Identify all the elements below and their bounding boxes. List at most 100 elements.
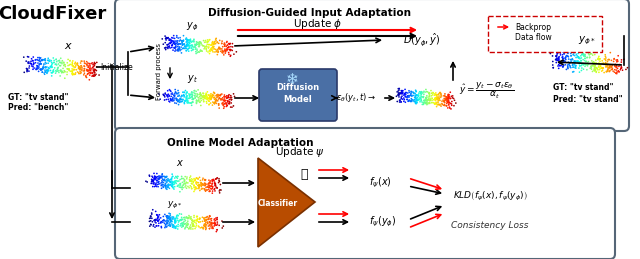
Point: [551, 57, 561, 62]
Point: [214, 223, 224, 227]
Point: [92, 68, 102, 73]
Point: [601, 65, 611, 69]
Point: [32, 63, 42, 68]
Point: [88, 67, 98, 71]
Point: [408, 91, 419, 95]
Point: [406, 98, 417, 103]
Point: [166, 176, 177, 180]
Point: [205, 179, 216, 183]
Point: [195, 183, 205, 187]
Point: [221, 96, 232, 100]
Point: [200, 224, 211, 228]
Point: [53, 65, 63, 69]
Point: [146, 181, 156, 185]
Point: [171, 45, 181, 49]
Point: [158, 185, 168, 189]
Point: [225, 105, 236, 109]
Point: [602, 69, 612, 73]
Point: [431, 102, 441, 106]
Point: [579, 54, 589, 58]
Point: [581, 59, 591, 63]
Point: [161, 223, 171, 227]
Point: [188, 219, 198, 223]
Point: [156, 174, 166, 178]
Point: [425, 98, 435, 102]
Point: [207, 103, 218, 107]
Point: [218, 51, 228, 55]
Point: [45, 65, 56, 69]
Point: [204, 184, 214, 188]
Point: [38, 64, 49, 68]
Point: [212, 49, 222, 53]
Point: [164, 215, 174, 219]
Point: [200, 178, 211, 182]
Point: [217, 92, 227, 96]
Point: [157, 174, 168, 178]
Point: [207, 182, 217, 186]
Point: [416, 91, 426, 95]
Point: [184, 38, 194, 42]
Point: [190, 43, 200, 47]
Point: [194, 225, 204, 229]
Point: [161, 36, 172, 40]
Point: [197, 219, 207, 224]
Point: [219, 49, 229, 54]
Point: [70, 71, 81, 75]
Point: [161, 219, 171, 223]
Point: [178, 39, 188, 43]
Text: Initialize: Initialize: [100, 63, 133, 73]
Point: [70, 65, 81, 69]
Point: [568, 65, 578, 69]
Point: [205, 187, 216, 191]
Point: [46, 71, 56, 75]
Point: [175, 42, 186, 46]
Point: [201, 91, 211, 95]
Point: [175, 219, 185, 223]
Point: [162, 185, 172, 190]
Point: [563, 51, 573, 55]
Point: [44, 69, 54, 73]
Point: [163, 45, 173, 49]
Point: [166, 39, 177, 43]
Point: [202, 93, 212, 98]
Point: [186, 43, 196, 47]
Point: [433, 96, 443, 100]
Point: [179, 222, 189, 226]
Point: [42, 71, 52, 75]
Point: [36, 67, 46, 71]
Point: [207, 220, 217, 225]
Point: [198, 96, 208, 100]
Point: [184, 227, 194, 231]
Point: [33, 59, 44, 63]
Point: [182, 44, 192, 48]
Point: [602, 61, 612, 66]
Point: [184, 227, 194, 231]
Point: [415, 96, 425, 100]
Point: [547, 54, 557, 58]
Point: [612, 66, 623, 70]
Point: [559, 60, 569, 64]
Point: [172, 174, 182, 178]
Point: [569, 59, 579, 63]
Point: [198, 39, 209, 43]
Point: [179, 90, 189, 95]
Point: [164, 41, 175, 45]
Point: [184, 41, 195, 46]
Point: [170, 217, 180, 221]
Point: [149, 218, 159, 222]
Text: Diffusion-Guided Input Adaptation: Diffusion-Guided Input Adaptation: [209, 8, 412, 18]
Point: [188, 224, 198, 228]
Point: [214, 95, 225, 99]
Point: [591, 61, 602, 65]
Point: [161, 186, 171, 191]
Point: [600, 54, 611, 59]
Text: $D(y_\phi,\hat{y})$: $D(y_\phi,\hat{y})$: [403, 32, 441, 48]
Point: [195, 91, 205, 96]
Point: [170, 90, 180, 94]
Point: [177, 184, 188, 188]
Point: [407, 90, 417, 94]
Point: [432, 97, 442, 101]
Point: [607, 64, 618, 68]
Point: [424, 96, 434, 100]
Point: [150, 220, 160, 224]
